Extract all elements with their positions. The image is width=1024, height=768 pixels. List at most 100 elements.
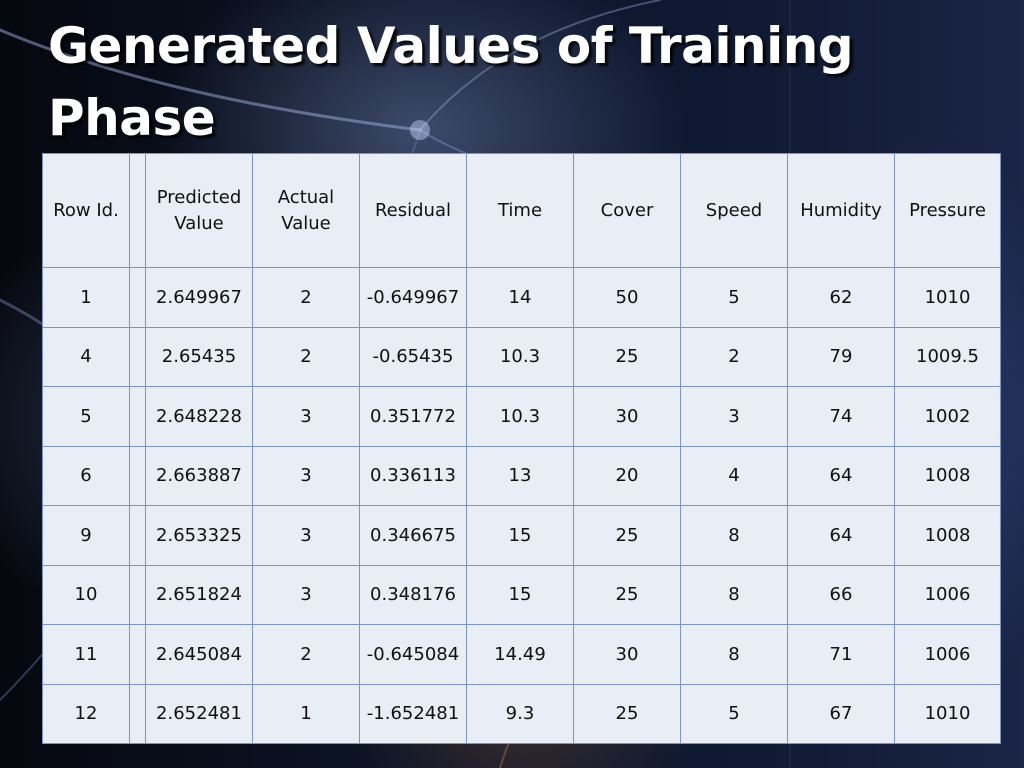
cell-humidity: 66 [787, 564, 895, 625]
cell-speed: 3 [680, 386, 788, 447]
cell-speed: 8 [680, 564, 788, 625]
cell-blank [129, 445, 146, 506]
cell-humidity: 67 [787, 683, 895, 744]
cell-pressure: 1009.5 [894, 326, 1001, 387]
cell-speed: 8 [680, 624, 788, 685]
header-residual: Residual [359, 153, 467, 268]
cell-predicted-value: 2.648228 [145, 386, 253, 447]
header-blank [129, 153, 146, 268]
cell-humidity: 64 [787, 505, 895, 566]
table-row: 11 2.645084 2 -0.645084 14.49 30 8 71 10… [42, 624, 1001, 685]
cell-row-id: 4 [42, 326, 130, 387]
cell-actual-value: 1 [252, 683, 360, 744]
cell-predicted-value: 2.651824 [145, 564, 253, 625]
cell-actual-value: 3 [252, 445, 360, 506]
cell-residual: -0.649967 [359, 267, 467, 328]
header-speed: Speed [680, 153, 788, 268]
cell-pressure: 1010 [894, 267, 1001, 328]
cell-predicted-value: 2.663887 [145, 445, 253, 506]
cell-residual: -1.652481 [359, 683, 467, 744]
cell-humidity: 62 [787, 267, 895, 328]
cell-humidity: 71 [787, 624, 895, 685]
cell-cover: 30 [573, 386, 681, 447]
cell-time: 14 [466, 267, 574, 328]
cell-time: 10.3 [466, 386, 574, 447]
cell-pressure: 1002 [894, 386, 1001, 447]
cell-time: 15 [466, 564, 574, 625]
table-row: 10 2.651824 3 0.348176 15 25 8 66 1006 [42, 564, 1001, 625]
header-predicted-value: Predicted Value [145, 153, 253, 268]
cell-row-id: 10 [42, 564, 130, 625]
cell-residual: -0.65435 [359, 326, 467, 387]
cell-row-id: 12 [42, 683, 130, 744]
cell-time: 10.3 [466, 326, 574, 387]
cell-speed: 4 [680, 445, 788, 506]
table-row: 6 2.663887 3 0.336113 13 20 4 64 1008 [42, 445, 1001, 506]
cell-pressure: 1006 [894, 624, 1001, 685]
cell-row-id: 1 [42, 267, 130, 328]
cell-row-id: 9 [42, 505, 130, 566]
cell-blank [129, 386, 146, 447]
cell-predicted-value: 2.65435 [145, 326, 253, 387]
cell-cover: 25 [573, 326, 681, 387]
cell-time: 15 [466, 505, 574, 566]
cell-residual: 0.336113 [359, 445, 467, 506]
cell-actual-value: 3 [252, 505, 360, 566]
cell-residual: 0.348176 [359, 564, 467, 625]
header-humidity: Humidity [787, 153, 895, 268]
cell-pressure: 1006 [894, 564, 1001, 625]
header-actual-value: Actual Value [252, 153, 360, 268]
table-row: 5 2.648228 3 0.351772 10.3 30 3 74 1002 [42, 386, 1001, 447]
cell-row-id: 11 [42, 624, 130, 685]
cell-blank [129, 683, 146, 744]
cell-cover: 20 [573, 445, 681, 506]
header-cover: Cover [573, 153, 681, 268]
cell-blank [129, 624, 146, 685]
cell-blank [129, 267, 146, 328]
cell-row-id: 5 [42, 386, 130, 447]
table-body: 1 2.649967 2 -0.649967 14 50 5 62 1010 4… [42, 267, 1001, 744]
cell-speed: 5 [680, 683, 788, 744]
cell-actual-value: 3 [252, 386, 360, 447]
cell-blank [129, 564, 146, 625]
cell-pressure: 1010 [894, 683, 1001, 744]
header-time: Time [466, 153, 574, 268]
cell-residual: 0.346675 [359, 505, 467, 566]
cell-actual-value: 2 [252, 624, 360, 685]
cell-cover: 25 [573, 564, 681, 625]
cell-predicted-value: 2.653325 [145, 505, 253, 566]
cell-predicted-value: 2.649967 [145, 267, 253, 328]
cell-cover: 50 [573, 267, 681, 328]
cell-speed: 5 [680, 267, 788, 328]
cell-speed: 2 [680, 326, 788, 387]
table-row: 12 2.652481 1 -1.652481 9.3 25 5 67 1010 [42, 683, 1001, 744]
cell-predicted-value: 2.652481 [145, 683, 253, 744]
cell-row-id: 6 [42, 445, 130, 506]
header-row-id: Row Id. [42, 153, 130, 268]
cell-cover: 25 [573, 683, 681, 744]
cell-humidity: 64 [787, 445, 895, 506]
table-header-row: Row Id. Predicted Value Actual Value Res… [42, 153, 1001, 268]
cell-residual: -0.645084 [359, 624, 467, 685]
cell-time: 13 [466, 445, 574, 506]
cell-residual: 0.351772 [359, 386, 467, 447]
cell-actual-value: 3 [252, 564, 360, 625]
cell-actual-value: 2 [252, 267, 360, 328]
cell-actual-value: 2 [252, 326, 360, 387]
cell-blank [129, 505, 146, 566]
training-values-table: Row Id. Predicted Value Actual Value Res… [42, 153, 1001, 744]
table-row: 1 2.649967 2 -0.649967 14 50 5 62 1010 [42, 267, 1001, 328]
cell-pressure: 1008 [894, 505, 1001, 566]
header-pressure: Pressure [894, 153, 1001, 268]
cell-humidity: 74 [787, 386, 895, 447]
cell-cover: 25 [573, 505, 681, 566]
cell-cover: 30 [573, 624, 681, 685]
cell-humidity: 79 [787, 326, 895, 387]
table-row: 4 2.65435 2 -0.65435 10.3 25 2 79 1009.5 [42, 326, 1001, 387]
table-row: 9 2.653325 3 0.346675 15 25 8 64 1008 [42, 505, 1001, 566]
cell-pressure: 1008 [894, 445, 1001, 506]
cell-blank [129, 326, 146, 387]
cell-predicted-value: 2.645084 [145, 624, 253, 685]
cell-time: 9.3 [466, 683, 574, 744]
cell-speed: 8 [680, 505, 788, 566]
